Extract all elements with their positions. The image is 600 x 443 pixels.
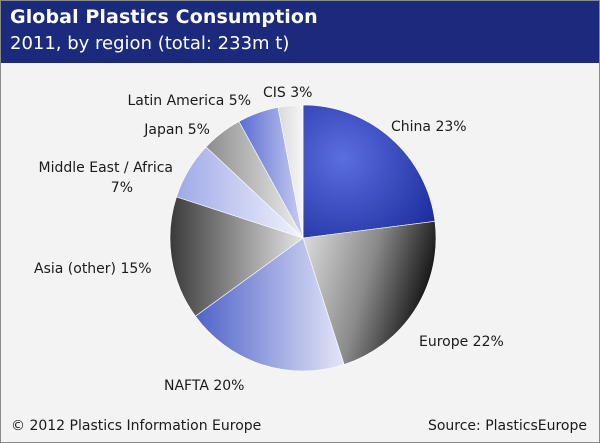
pie-chart: China 23% Europe 22% NAFTA 20% Asia (other)…	[34, 85, 504, 394]
chart-title: Global Plastics Consumption	[10, 6, 318, 28]
chart-subtitle: 2011, by region (total: 233m t)	[10, 33, 290, 54]
slice-label-china: China 23%	[391, 119, 467, 135]
pie-slice-cis	[277, 104, 304, 239]
pie-labels: China 23% Europe 22% NAFTA 20% Asia (other)…	[34, 85, 504, 394]
pie-slices	[169, 104, 437, 372]
slice-label-europe: Europe 22%	[419, 334, 504, 350]
slice-label-nafta: NAFTA 20%	[164, 378, 244, 394]
slice-label-asia-other: Asia (other) 15%	[34, 261, 152, 277]
pie-slice-europe	[302, 220, 437, 365]
slice-label-latin-america: Latin America 5%	[128, 93, 252, 109]
slice-label-cis: CIS 3%	[263, 85, 312, 101]
chart-header: Global Plastics Consumption 2011, by reg…	[1, 1, 599, 63]
source-note: Source: PlasticsEurope	[427, 418, 587, 434]
slice-label-japan: Japan 5%	[143, 122, 210, 138]
pie-slice-nafta	[194, 237, 345, 372]
pie-slice-asia-other	[169, 196, 304, 317]
copyright-note: © 2012 Plastics Information Europe	[11, 418, 262, 434]
slice-label-middle-east-africa: Middle East / Africa 7%	[39, 160, 173, 196]
pie-slice-china	[302, 104, 436, 239]
